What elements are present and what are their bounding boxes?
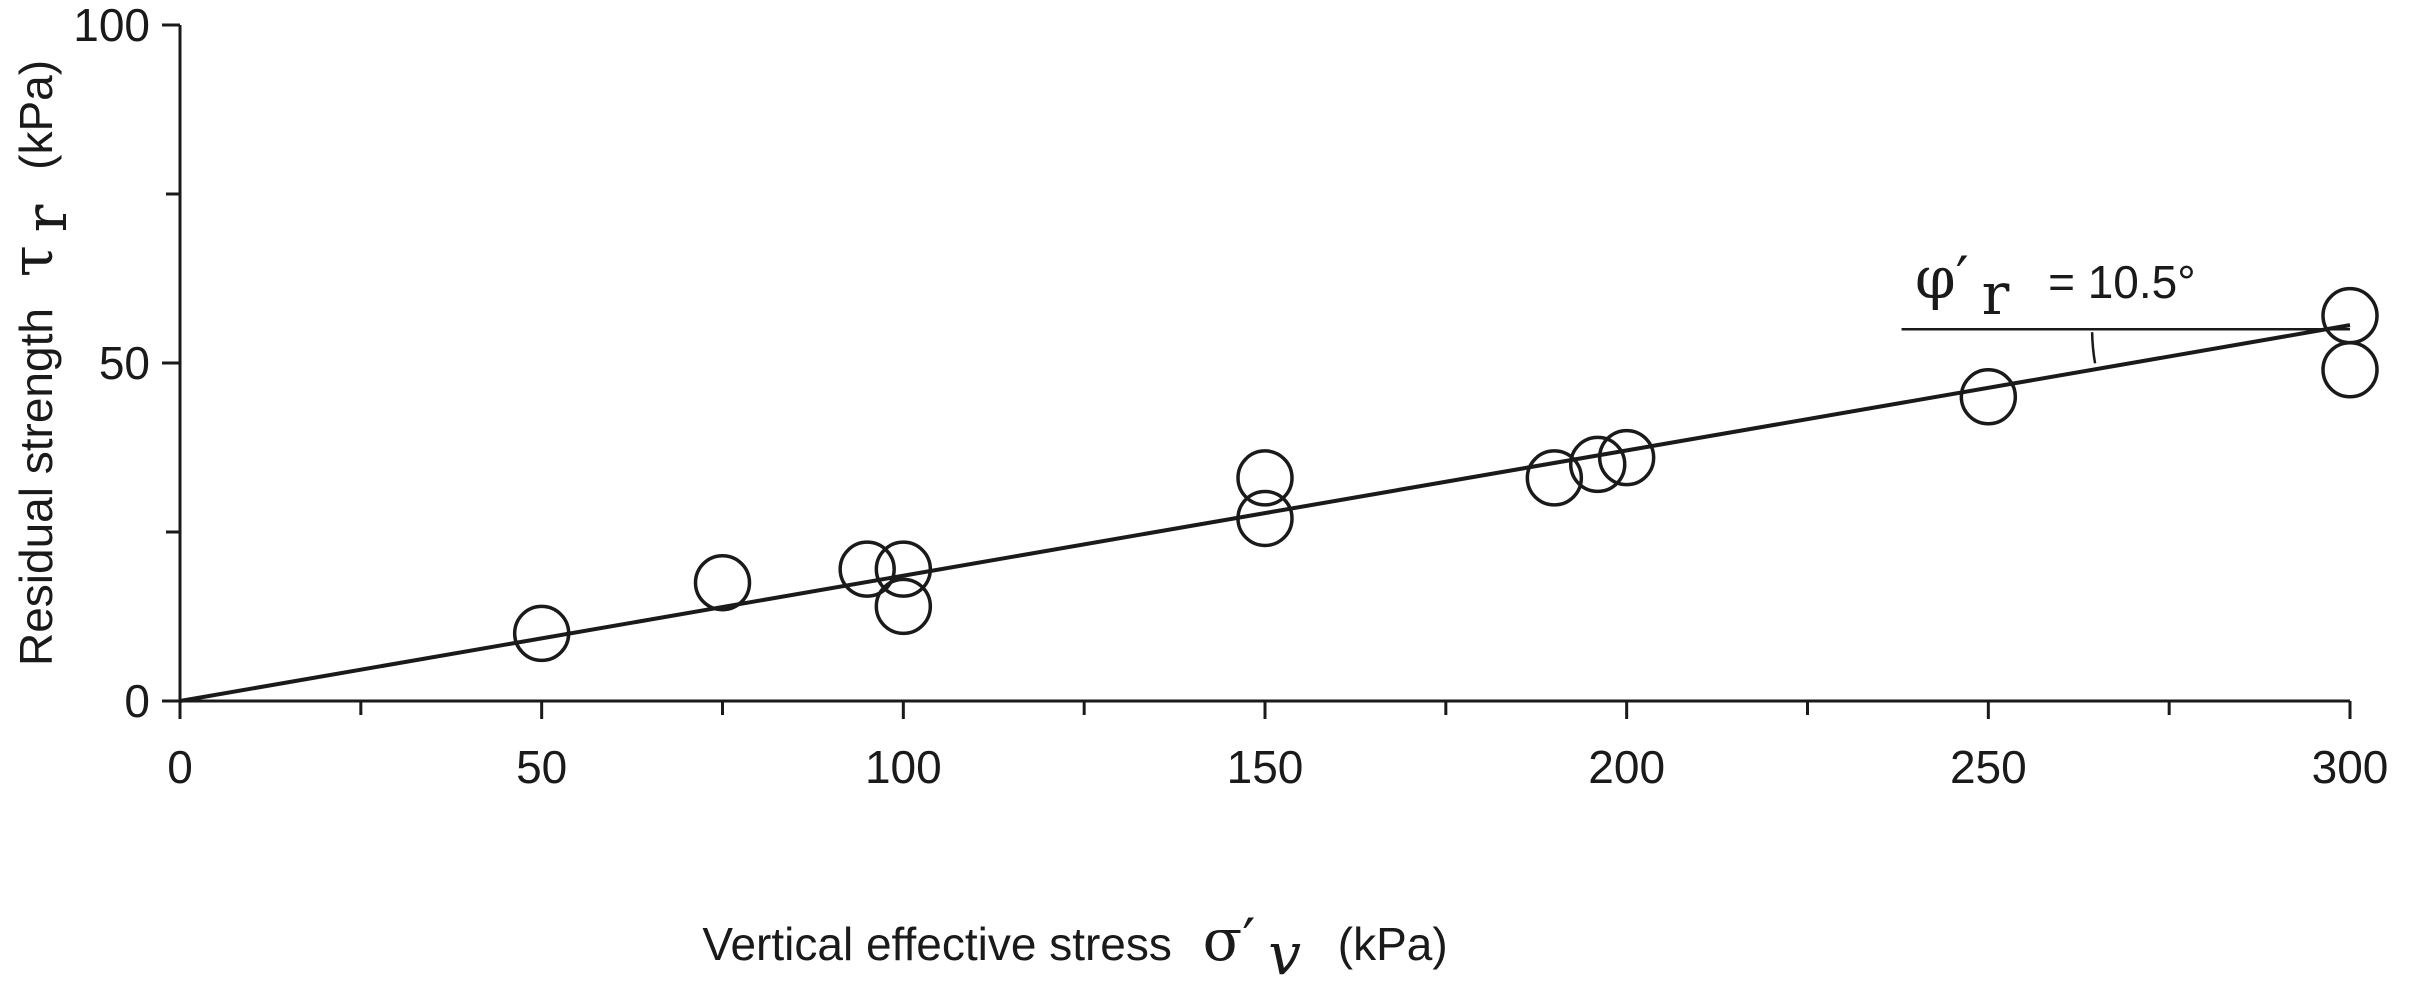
x-tick-label: 100 [865,741,942,793]
data-point [838,540,896,598]
data-point [1597,428,1656,487]
y-axis-unit: (kPa) [10,60,62,170]
tick-labels: 0 50 100 150 200 250 300 0 50 100 [73,0,2388,793]
x-tick-label: 200 [1588,741,1665,793]
data-point [2321,341,2379,399]
friction-angle-symbol: φ′ [1915,244,1969,312]
x-axis-title: Vertical effective stress σ′ v (kPa) [702,906,1447,987]
friction-angle-arc [2090,332,2097,364]
friction-angle-subscript: r [1982,260,2010,328]
y-axis-title-text: Residual strength [10,308,62,666]
x-axis-title-text: Vertical effective stress [702,918,1172,970]
data-point [512,604,571,663]
friction-angle-annotation: φ′ r = 10.5° [1915,244,2196,328]
data-point [1236,489,1294,548]
y-axis-symbol-subscript: r [12,204,80,232]
x-tick-label: 150 [1227,741,1304,793]
data-point [693,553,752,612]
fit-line-group [179,323,2351,703]
y-axis-title: Residual strength τ r (kPa) [0,60,80,666]
data-point [1568,435,1627,494]
x-tick-label: 250 [1950,741,2027,793]
data-point [874,577,933,636]
x-axis-symbol-subscript: v [1268,920,1301,987]
x-axis-unit: (kPa) [1338,918,1448,970]
y-axis-symbol: τ [0,245,66,277]
x-tick-label: 0 [167,741,193,793]
data-point [1236,449,1294,507]
y-tick-label: 0 [124,675,150,727]
data-point [874,540,933,598]
y-tick-label: 100 [73,0,150,51]
data-point [1959,368,2018,426]
friction-angle-value: = 10.5° [2048,256,2196,308]
x-axis-symbol: σ′ [1203,906,1256,974]
y-tick-label: 50 [99,337,150,389]
data-point [1525,449,1584,507]
fit-line [179,323,2351,703]
ticks [162,23,2352,719]
x-tick-label: 300 [2312,741,2389,793]
data-points [512,286,2379,663]
x-tick-label: 50 [516,741,567,793]
